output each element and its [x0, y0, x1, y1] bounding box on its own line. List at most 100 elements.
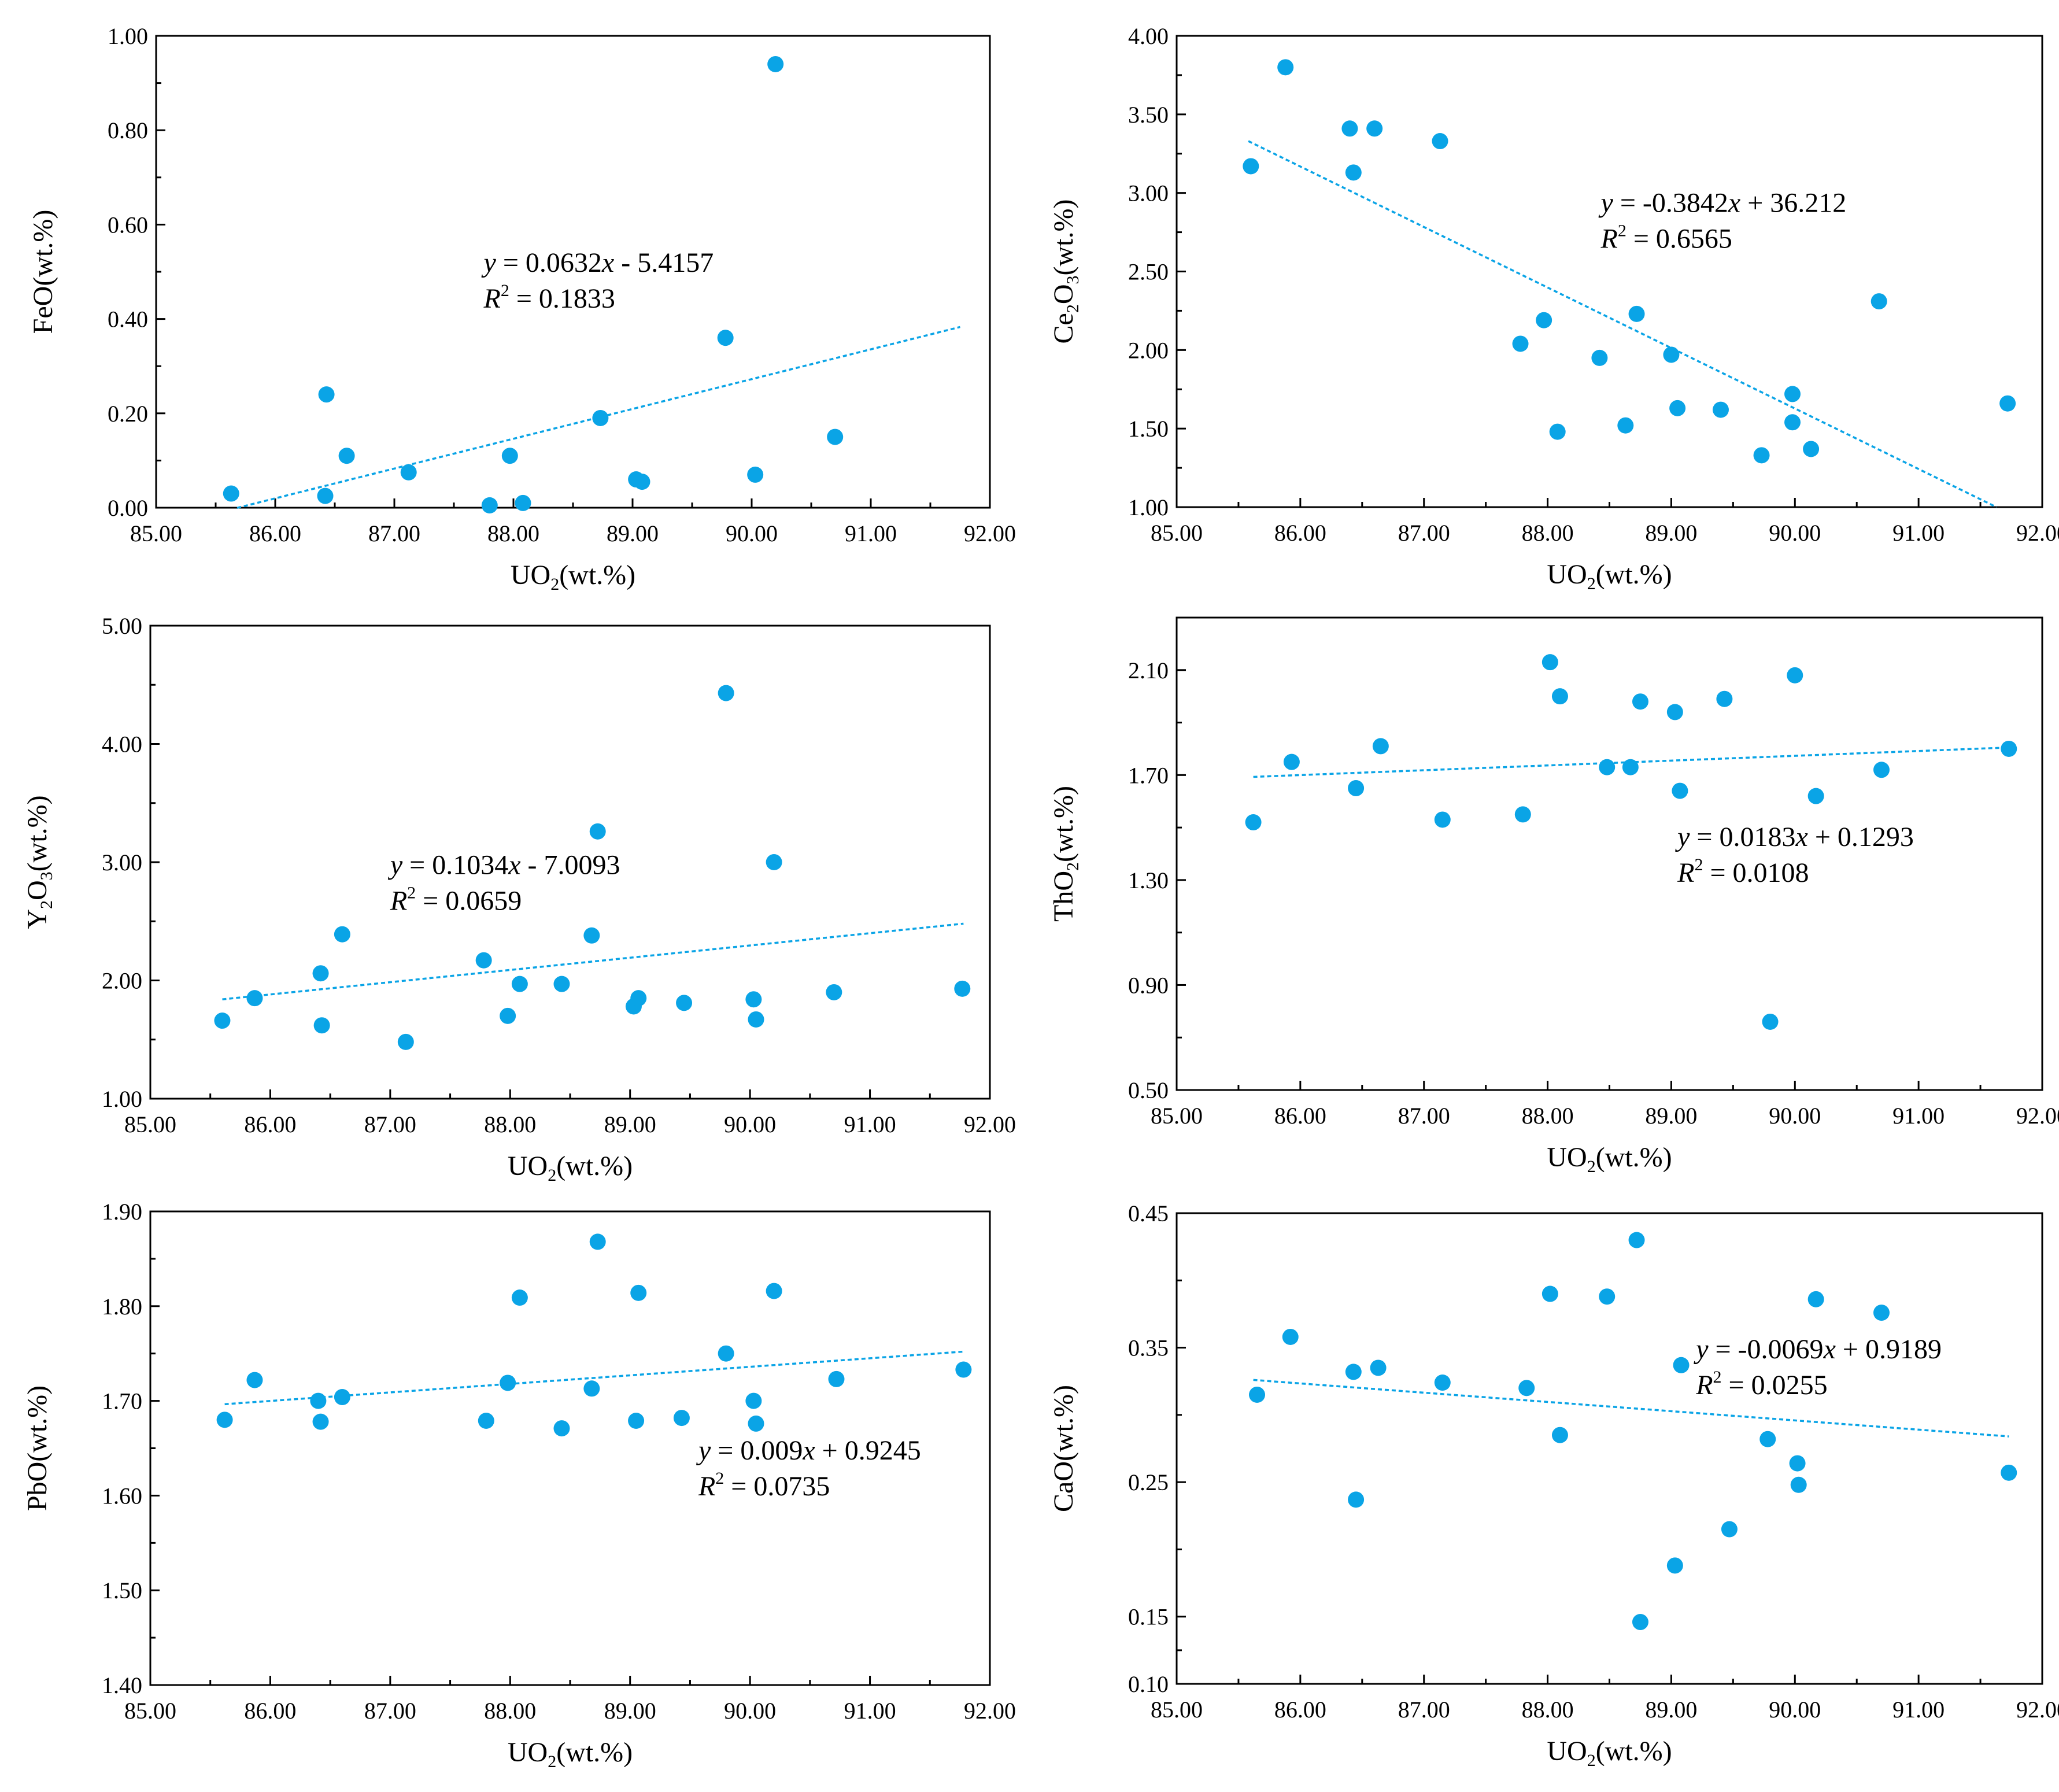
- y-tick-label: 0.45: [1128, 1200, 1169, 1226]
- trend-line: [224, 1350, 964, 1406]
- data-point: [748, 1011, 764, 1028]
- data-point: [1536, 312, 1552, 328]
- x-tick-label: 88.00: [487, 520, 539, 546]
- y-tick-label: 0.10: [1128, 1671, 1169, 1697]
- x-tick-label: 87.00: [1398, 1697, 1450, 1723]
- x-tick-label: 86.00: [1274, 520, 1326, 546]
- data-point: [766, 854, 782, 870]
- x-tick-label: 89.00: [604, 1698, 656, 1724]
- x-tick-label: 92.00: [2016, 520, 2059, 546]
- y-tick-label: 2.50: [1128, 259, 1169, 285]
- r-squared: R2 = 0.0108: [1677, 855, 1809, 888]
- y-tick-label: 0.50: [1128, 1077, 1169, 1103]
- data-point: [313, 1017, 330, 1034]
- y-tick-label: 2.00: [102, 968, 142, 994]
- data-point: [1542, 1285, 1558, 1302]
- x-axis-title: UO2(wt.%): [508, 1737, 633, 1771]
- data-point: [511, 1289, 528, 1306]
- x-tick-label: 91.00: [844, 1111, 896, 1137]
- data-point: [589, 1233, 606, 1250]
- data-point: [214, 1013, 231, 1029]
- data-point: [630, 990, 647, 1007]
- x-tick-label: 91.00: [1892, 1697, 1945, 1723]
- y-axis-title: Ce2O3(wt.%): [1048, 199, 1082, 344]
- data-point: [747, 466, 764, 483]
- y-tick-label: 4.00: [1128, 23, 1169, 49]
- x-axis-title: UO2(wt.%): [508, 1151, 633, 1185]
- data-point: [1672, 782, 1688, 799]
- x-tick-label: 89.00: [607, 520, 659, 546]
- x-tick-label: 88.00: [1522, 1103, 1574, 1129]
- y-tick-label: 0.20: [108, 401, 148, 427]
- y-tick-label: 1.40: [102, 1672, 142, 1698]
- data-point: [481, 497, 498, 513]
- x-tick-label: 88.00: [1522, 1697, 1574, 1723]
- data-point: [1512, 335, 1529, 352]
- data-point: [334, 1389, 350, 1406]
- x-tick-label: 85.00: [1151, 520, 1203, 546]
- x-tick-label: 87.00: [364, 1698, 416, 1724]
- plot-frame: [1175, 616, 2043, 1091]
- chart-panel-1: 85.00 86.00 87.00 88.00 89.00 90.00 91.00 92.00…: [28, 23, 1016, 594]
- data-point: [553, 1420, 570, 1437]
- y-tick-label: 3.00: [1128, 180, 1169, 206]
- data-point: [310, 1392, 327, 1409]
- data-point: [475, 952, 492, 969]
- x-tick-label: 91.00: [1892, 1103, 1945, 1129]
- data-point: [1372, 738, 1389, 755]
- x-axis-title: UO2(wt.%): [1547, 559, 1672, 593]
- x-tick-label: 86.00: [1274, 1697, 1326, 1723]
- y-axis-title: PbO(wt.%): [22, 1385, 53, 1511]
- y-tick-label: 1.30: [1128, 867, 1169, 893]
- data-point: [500, 1375, 516, 1391]
- data-point: [955, 1361, 972, 1378]
- x-tick-label: 86.00: [244, 1111, 296, 1137]
- data-point: [501, 448, 518, 464]
- data-point: [1663, 346, 1680, 363]
- y-tick-label: 5.00: [102, 613, 142, 639]
- x-tick-label: 86.00: [244, 1698, 296, 1724]
- data-point: [1628, 305, 1645, 322]
- data-point: [1341, 120, 1358, 137]
- x-tick-label: 88.00: [484, 1111, 536, 1137]
- y-axis-title: ThO2(wt.%): [1048, 786, 1082, 922]
- y-tick-label: 1.00: [108, 23, 148, 49]
- x-tick-label: 92.00: [964, 1698, 1016, 1724]
- data-point: [2001, 740, 2017, 757]
- data-point: [1245, 814, 1262, 831]
- data-point: [583, 927, 600, 944]
- data-point: [1873, 762, 1890, 778]
- data-point: [1803, 441, 1820, 457]
- data-point: [1514, 806, 1531, 823]
- regression-equation: y = -0.3842x + 36.212: [1598, 187, 1847, 218]
- data-point: [1789, 1455, 1806, 1472]
- y-tick-label: 0.00: [108, 495, 148, 521]
- data-point: [1673, 1357, 1690, 1373]
- data-point: [717, 330, 734, 346]
- data-point: [1345, 1364, 1362, 1380]
- data-point: [1669, 400, 1686, 416]
- data-point: [1999, 395, 2016, 412]
- data-point: [1787, 667, 1803, 683]
- data-point: [748, 1415, 764, 1432]
- y-tick-label: 2.00: [1128, 337, 1169, 363]
- y-tick-label: 3.50: [1128, 102, 1169, 128]
- regression-equation: y = 0.1034x - 7.0093: [387, 849, 620, 880]
- data-point: [1632, 693, 1648, 710]
- r-squared: R2 = 0.1833: [483, 281, 615, 314]
- data-point: [1282, 1328, 1299, 1345]
- x-tick-label: 90.00: [726, 520, 778, 546]
- data-point: [1243, 158, 1259, 175]
- x-tick-label: 88.00: [484, 1698, 536, 1724]
- data-point: [828, 1370, 845, 1387]
- data-point: [1599, 759, 1616, 775]
- data-point: [1599, 1288, 1616, 1305]
- y-tick-label: 0.25: [1128, 1469, 1169, 1495]
- x-tick-label: 87.00: [1398, 520, 1450, 546]
- x-tick-label: 89.00: [604, 1111, 656, 1137]
- r-squared: R2 = 0.6565: [1600, 221, 1732, 254]
- x-axis-title: UO2(wt.%): [1547, 1736, 1672, 1770]
- data-point: [1784, 414, 1801, 431]
- data-point: [216, 1412, 233, 1428]
- y-tick-label: 0.90: [1128, 972, 1169, 998]
